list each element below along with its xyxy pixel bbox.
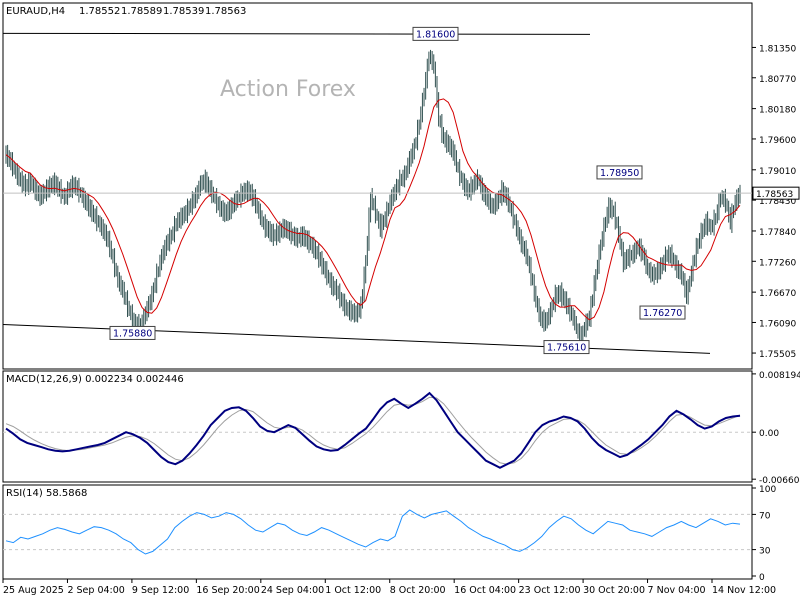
price-tick-label: 1.79600 [759,136,796,146]
time-tick-label: 30 Oct 20:00 [583,585,645,596]
time-tick-label: 16 Oct 04:00 [454,585,516,596]
axis-labels: 1.81350 1.80770 1.80180 1.79600 1.79010 1.784… [2,44,800,596]
price-tick-label: 1.80180 [759,106,796,116]
macd-tick-label: 0.008194 [759,371,800,381]
rsi-panel[interactable] [3,509,752,555]
rsi-tick-label: 70 [759,511,771,521]
time-tick-label: 2 Sep 04:00 [67,585,124,596]
time-tick-label: 24 Sep 04:00 [261,585,324,596]
time-tick-label: 14 Nov 12:00 [712,585,776,596]
ohlc-low: 1.78539 [163,6,204,17]
rsi-title: RSI(14) 58.5868 [6,488,87,499]
time-tick-label: 7 Nov 04:00 [648,585,706,596]
price-annotation-label: 1.81600 [416,29,455,40]
time-tick-label: 16 Sep 20:00 [196,585,259,596]
time-tick-label: 9 Sep 12:00 [132,585,189,596]
price-annotation-label: 1.75610 [547,343,586,354]
macd-title: MACD(12,26,9) 0.002234 0.002446 [6,374,184,385]
price-annotation-label: 1.75880 [113,328,152,339]
price-tick-label: 1.81350 [759,44,796,54]
price-tick-label: 1.75505 [759,350,796,360]
price-tick-label: 1.77840 [759,228,796,238]
price-annotation-box [543,340,590,355]
macd-signal-line [5,396,741,465]
macd-line [5,391,741,469]
symbol-label: EURAUD,H4 [6,6,65,17]
price-tick-label: 1.79010 [759,167,796,177]
resistance-trendline[interactable] [2,32,591,35]
price-tick-label: 1.76090 [759,319,796,329]
price-annotation-box [596,165,643,180]
price-tick-label: 1.78430 [759,197,796,207]
watermark: Action Forex [220,77,356,102]
macd-tick-label: 0.00 [759,429,779,439]
time-tick-label: 25 Aug 2025 [3,585,64,596]
ohlc-high: 1.78589 [121,6,162,17]
rsi-frame [2,484,753,580]
price-annotation-box [109,325,156,340]
rsi-tick-label: 0 [759,573,765,583]
current-price-label: 1.78563 [756,190,793,200]
price-panel[interactable]: 1.81600 1.75880 1.75610 1.78950 1.76270 [2,26,752,355]
current-price-box [752,186,800,200]
rsi-line [5,509,741,555]
price-annotation-label: 1.78950 [600,168,639,179]
price-annotation-label: 1.76270 [643,308,682,319]
rsi-tick-label: 100 [759,485,776,495]
time-tick-label: 8 Oct 20:00 [390,585,446,596]
macd-panel[interactable] [3,391,752,469]
price-annotation-box [639,305,686,320]
time-tick-label: 1 Oct 12:00 [325,585,381,596]
price-annotation-box [412,26,459,41]
rsi-tick-label: 30 [759,547,771,557]
price-tick-label: 1.80770 [759,75,796,85]
ohlc-close: 1.78563 [205,6,246,17]
time-tick-label: 23 Oct 12:00 [519,585,581,596]
moving-average-line [5,98,741,321]
price-tick-label: 1.77260 [759,258,796,268]
macd-tick-label: -0.006604 [759,476,800,486]
macd-frame [2,370,753,483]
price-tick-label: 1.76670 [759,289,796,299]
panel-frames [2,2,753,580]
ohlc-open: 1.78552 [79,6,120,17]
